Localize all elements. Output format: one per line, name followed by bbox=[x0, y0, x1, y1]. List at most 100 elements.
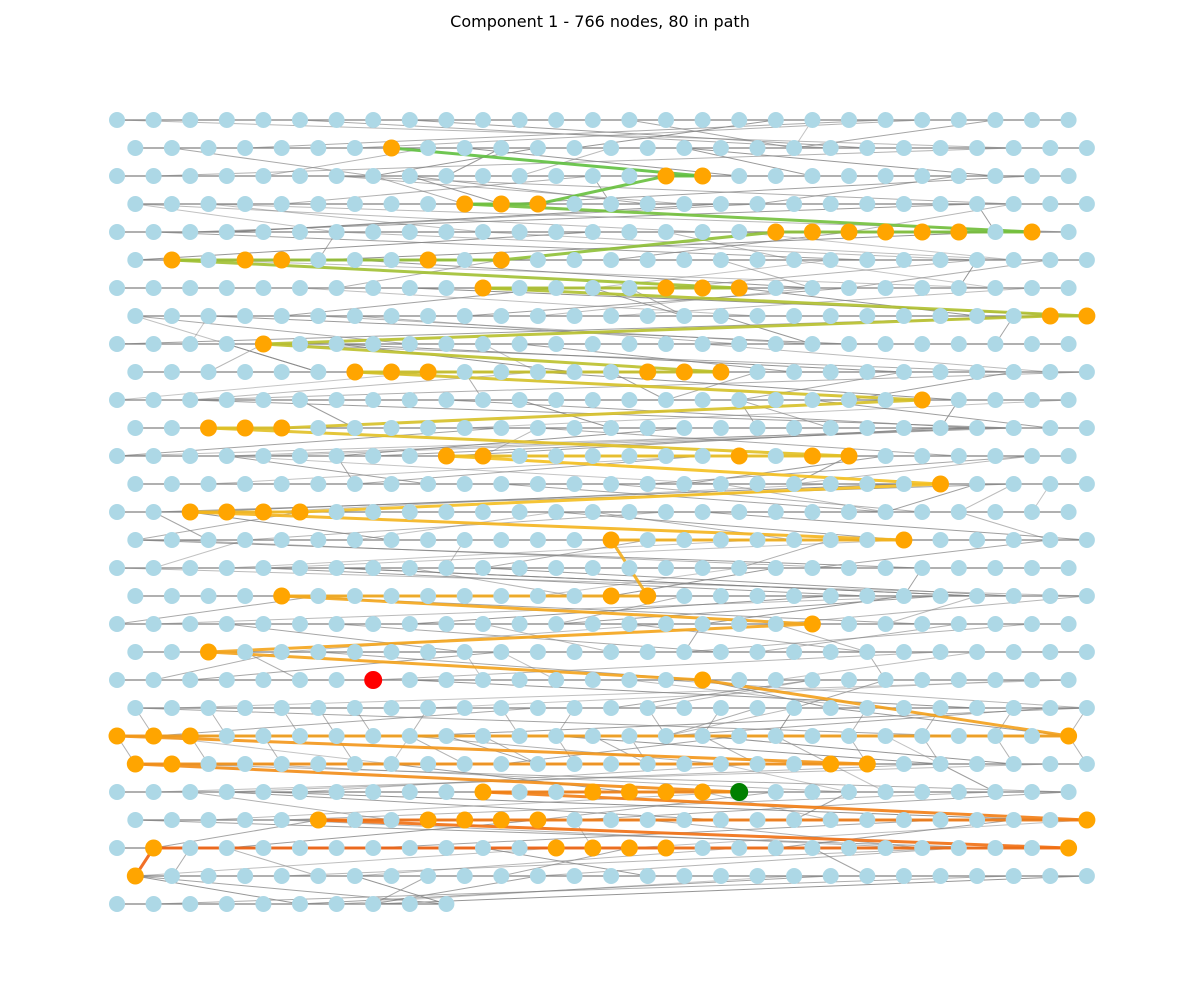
graph-node bbox=[822, 196, 839, 212]
graph-node bbox=[584, 392, 601, 408]
graph-node bbox=[584, 560, 601, 576]
graph-node bbox=[438, 168, 455, 184]
graph-node bbox=[676, 644, 693, 660]
graph-node bbox=[694, 840, 711, 856]
graph-node bbox=[767, 280, 784, 296]
graph-node bbox=[621, 504, 638, 520]
path-node bbox=[474, 783, 492, 801]
graph-node bbox=[566, 644, 583, 660]
graph-node bbox=[950, 560, 967, 576]
graph-node bbox=[365, 560, 382, 576]
graph-node bbox=[383, 308, 400, 324]
graph-node bbox=[767, 392, 784, 408]
edge bbox=[537, 371, 959, 401]
graph-node bbox=[273, 532, 290, 548]
graph-node bbox=[163, 868, 180, 884]
edge bbox=[281, 175, 593, 205]
graph-node bbox=[438, 672, 455, 688]
edge bbox=[537, 847, 959, 877]
graph-node bbox=[182, 896, 199, 912]
edge bbox=[793, 679, 886, 709]
graph-node bbox=[749, 252, 766, 268]
path-node bbox=[273, 419, 291, 437]
graph-node bbox=[804, 840, 821, 856]
graph-node bbox=[914, 448, 931, 464]
graph-node bbox=[475, 560, 491, 576]
graph-node bbox=[292, 896, 308, 912]
graph-node bbox=[1060, 784, 1077, 800]
graph-node bbox=[658, 616, 674, 632]
graph-node bbox=[511, 168, 528, 184]
graph-node bbox=[237, 700, 254, 716]
path-node bbox=[456, 195, 474, 213]
graph-node bbox=[822, 140, 839, 156]
path-node bbox=[1078, 307, 1096, 325]
path-node bbox=[474, 447, 492, 465]
graph-node bbox=[511, 280, 528, 296]
graph-node bbox=[182, 672, 199, 688]
path-node bbox=[694, 671, 712, 689]
edge bbox=[372, 875, 429, 905]
graph-node bbox=[145, 336, 162, 352]
graph-node bbox=[383, 644, 400, 660]
graph-node bbox=[859, 812, 876, 828]
graph-node bbox=[603, 476, 620, 492]
edge bbox=[611, 483, 923, 513]
graph-node bbox=[529, 308, 546, 324]
path-node bbox=[913, 223, 931, 241]
graph-node bbox=[127, 140, 144, 156]
graph-node bbox=[237, 532, 254, 548]
graph-node bbox=[639, 532, 656, 548]
path-node bbox=[803, 447, 821, 465]
graph-node bbox=[712, 756, 729, 772]
graph-node bbox=[548, 672, 565, 688]
graph-node bbox=[218, 448, 235, 464]
graph-node bbox=[328, 784, 345, 800]
graph-node bbox=[1024, 280, 1040, 296]
graph-node bbox=[603, 364, 620, 380]
edge bbox=[611, 567, 776, 597]
graph-node bbox=[969, 252, 986, 268]
path-node bbox=[163, 251, 181, 269]
graph-node bbox=[401, 112, 418, 128]
graph-node bbox=[511, 840, 528, 856]
edge bbox=[208, 203, 484, 233]
edge bbox=[684, 147, 996, 177]
graph-node bbox=[676, 812, 693, 828]
graph-node bbox=[786, 868, 803, 884]
graph-node bbox=[511, 560, 528, 576]
graph-node bbox=[365, 392, 382, 408]
graph-node bbox=[877, 616, 894, 632]
path-edge bbox=[135, 762, 740, 794]
graph-node bbox=[749, 364, 766, 380]
graph-node bbox=[676, 868, 693, 884]
graph-node bbox=[548, 616, 565, 632]
graph-node bbox=[749, 644, 766, 660]
graph-node bbox=[1042, 196, 1059, 212]
graph-node bbox=[292, 336, 308, 352]
graph-node bbox=[969, 700, 986, 716]
graph-node bbox=[731, 112, 748, 128]
path-node bbox=[236, 419, 254, 437]
graph-node bbox=[255, 728, 272, 744]
graph-node bbox=[1078, 532, 1095, 548]
graph-node bbox=[712, 140, 729, 156]
graph-node bbox=[493, 308, 510, 324]
graph-node bbox=[182, 224, 199, 240]
graph-node bbox=[676, 308, 693, 324]
graph-node bbox=[1060, 392, 1077, 408]
graph-node bbox=[1060, 112, 1077, 128]
graph-node bbox=[895, 868, 912, 884]
path-node bbox=[694, 783, 712, 801]
graph-node bbox=[529, 476, 546, 492]
path-edge bbox=[116, 734, 868, 766]
graph-node bbox=[511, 728, 528, 744]
edge bbox=[958, 511, 1051, 541]
graph-node bbox=[310, 252, 327, 268]
graph-node bbox=[895, 420, 912, 436]
graph-node bbox=[328, 672, 345, 688]
path-node bbox=[602, 531, 620, 549]
graph-node bbox=[639, 812, 656, 828]
graph-node bbox=[676, 532, 693, 548]
graph-node bbox=[346, 308, 363, 324]
